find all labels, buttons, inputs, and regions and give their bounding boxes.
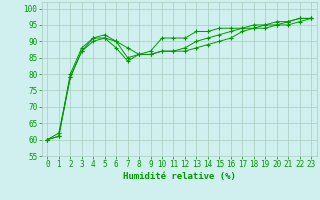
X-axis label: Humidité relative (%): Humidité relative (%) — [123, 172, 236, 181]
